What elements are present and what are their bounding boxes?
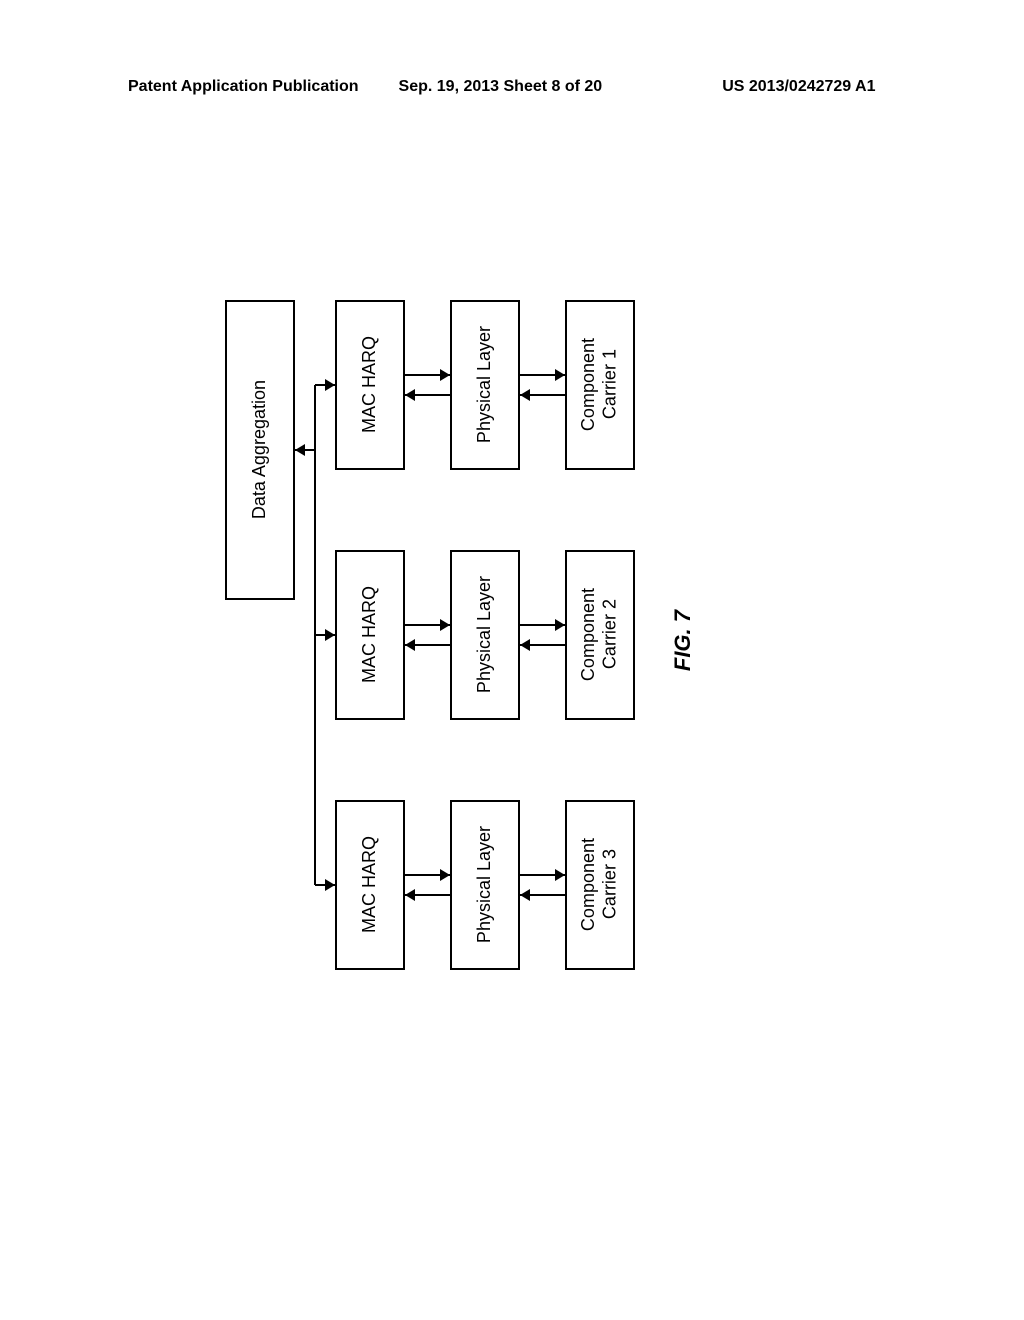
box-phy3: Physical Layer [450,800,520,970]
box-label-mac1: MAC HARQ [359,336,381,433]
box-label-mac3: MAC HARQ [359,836,381,933]
box-label-cc1: Component Carrier 1 [578,338,621,431]
box-phy1: Physical Layer [450,300,520,470]
header-date-sheet: Sep. 19, 2013 Sheet 8 of 20 [399,78,603,96]
header-pubnum: US 2013/0242729 A1 [722,78,875,96]
box-label-data_agg: Data Aggregation [249,380,271,519]
box-cc3: Component Carrier 3 [565,800,635,970]
box-label-phy1: Physical Layer [474,326,496,443]
box-label-phy3: Physical Layer [474,826,496,943]
box-mac1: MAC HARQ [335,300,405,470]
box-phy2: Physical Layer [450,550,520,720]
box-mac3: MAC HARQ [335,800,405,970]
box-mac2: MAC HARQ [335,550,405,720]
box-label-cc2: Component Carrier 2 [578,588,621,681]
page-header: Patent Application Publication Sep. 19, … [0,78,1024,96]
box-label-mac2: MAC HARQ [359,586,381,683]
box-label-phy2: Physical Layer [474,576,496,693]
header-publication: Patent Application Publication [128,78,359,96]
figure-label: FIG. 7 [670,610,696,671]
box-data_agg: Data Aggregation [225,300,295,600]
box-cc2: Component Carrier 2 [565,550,635,720]
figure-diagram: Data Aggregation MAC HARQ MAC HARQ MAC HARQ… [170,300,690,1000]
box-cc1: Component Carrier 1 [565,300,635,470]
box-label-cc3: Component Carrier 3 [578,838,621,931]
